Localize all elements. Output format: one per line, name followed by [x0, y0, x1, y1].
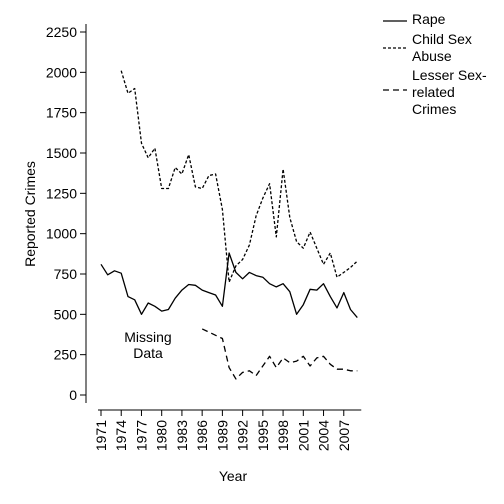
- y-axis: 0 250 500 750 1000 1250 1500 1750 2000 2250: [46, 24, 87, 403]
- missing-data-annotation-line2: Data: [133, 345, 163, 361]
- x-tick-label: 2001: [295, 420, 311, 451]
- legend-label-2-line-2: Crimes: [412, 101, 456, 117]
- y-tick-label: 1500: [46, 145, 77, 161]
- y-tick-label: 750: [54, 266, 78, 282]
- legend-label-1-line-1: Abuse: [412, 48, 452, 64]
- x-tick-label: 1992: [235, 420, 251, 451]
- series-layer: [100, 70, 358, 380]
- y-axis-label: Reported Crimes: [22, 161, 38, 267]
- x-tick-label: 1977: [133, 420, 149, 451]
- x-tick-label: 1980: [154, 420, 170, 451]
- x-tick-label: 1989: [214, 420, 230, 451]
- missing-data-annotation-line1: Missing: [124, 329, 171, 345]
- legend-label-1-line-0: Child Sex: [412, 31, 472, 47]
- series-line-1: [120, 70, 358, 283]
- x-tick-label: 1974: [113, 420, 129, 451]
- x-tick-label: 2007: [336, 420, 352, 451]
- y-tick-label: 2250: [46, 24, 77, 40]
- y-tick-label: 250: [54, 347, 78, 363]
- series-line-2: [201, 328, 358, 380]
- legend-label-2-line-0: Lesser Sex-: [412, 67, 487, 83]
- x-tick-label: 1971: [93, 420, 109, 451]
- series-line-0: [100, 252, 358, 319]
- y-tick-label: 1250: [46, 185, 77, 201]
- legend-label-2-line-1: related: [412, 84, 455, 100]
- y-tick-label: 0: [69, 387, 77, 403]
- x-tick-label: 1983: [174, 420, 190, 451]
- x-tick-label: 1986: [194, 420, 210, 451]
- x-tick-label: 1998: [275, 420, 291, 451]
- x-tick-label: 1995: [255, 420, 271, 451]
- y-tick-label: 1000: [46, 226, 77, 242]
- y-tick-label: 1750: [46, 105, 77, 121]
- y-tick-label: 500: [54, 306, 78, 322]
- x-axis: 1971 1974 1977 1980 1983 1986 1989 1992 1995 1998…: [93, 409, 362, 451]
- legend-label-0-line-0: Rape: [412, 11, 446, 27]
- x-tick-label: 2004: [316, 420, 332, 451]
- y-tick-label: 2000: [46, 64, 77, 80]
- x-axis-label: Year: [219, 468, 248, 484]
